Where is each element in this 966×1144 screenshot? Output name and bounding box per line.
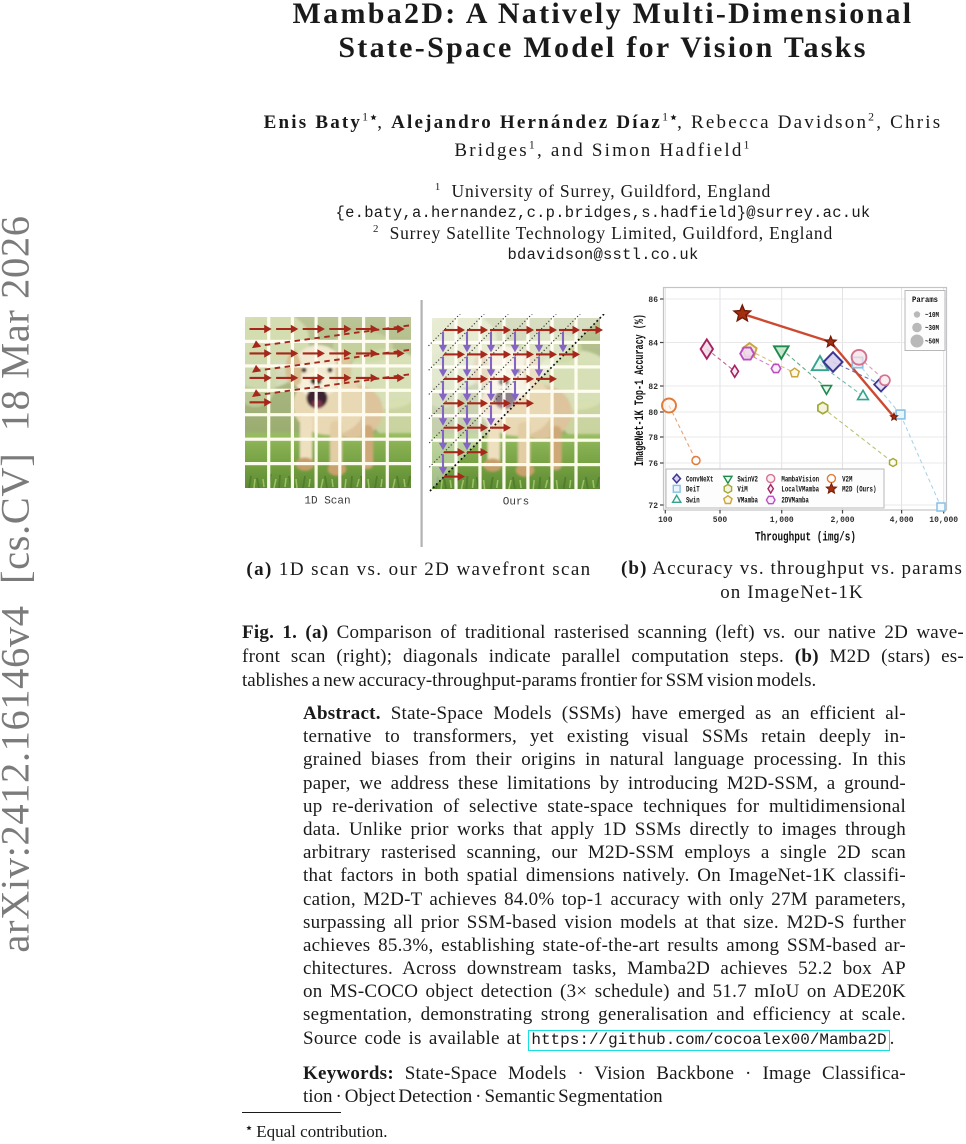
svg-text:V2M: V2M (842, 475, 852, 484)
svg-text:ImageNet-1K Top-1 Accuracy (%): ImageNet-1K Top-1 Accuracy (%) (633, 314, 647, 466)
svg-text:DeiT: DeiT (686, 486, 700, 495)
svg-text:4,000: 4,000 (890, 516, 914, 525)
svg-text:SwinV2: SwinV2 (737, 475, 758, 484)
svg-text:Swin: Swin (686, 497, 700, 506)
svg-text:500: 500 (713, 516, 728, 525)
svg-text:~50M: ~50M (925, 338, 939, 346)
svg-text:78: 78 (648, 434, 658, 443)
svg-text:VMamba: VMamba (737, 497, 758, 506)
svg-text:1,000: 1,000 (770, 516, 794, 525)
svg-text:Throughput (img/s): Throughput (img/s) (755, 530, 856, 545)
svg-text:10,000: 10,000 (929, 516, 958, 525)
svg-text:~10M: ~10M (925, 312, 939, 320)
svg-text:ConvNeXt: ConvNeXt (686, 475, 714, 484)
svg-text:Params: Params (912, 296, 938, 305)
svg-text:MambaVision: MambaVision (781, 475, 819, 484)
svg-text:86: 86 (648, 296, 658, 305)
svg-text:82: 82 (648, 383, 658, 392)
svg-text:M2D (Ours): M2D (Ours) (842, 486, 876, 495)
svg-text:Ours: Ours (503, 497, 529, 509)
svg-text:76: 76 (648, 460, 658, 469)
svg-text:80: 80 (648, 409, 658, 418)
svg-text:1D Scan: 1D Scan (304, 496, 350, 508)
svg-text:84: 84 (648, 339, 658, 348)
svg-text:100: 100 (658, 516, 673, 525)
svg-text:~30M: ~30M (925, 325, 939, 333)
svg-text:ViM: ViM (737, 486, 747, 495)
svg-text:LocalVMamba: LocalVMamba (781, 486, 819, 495)
svg-text:72: 72 (648, 502, 658, 511)
svg-text:2,000: 2,000 (830, 516, 854, 525)
svg-text:2DVMamba: 2DVMamba (781, 497, 809, 506)
